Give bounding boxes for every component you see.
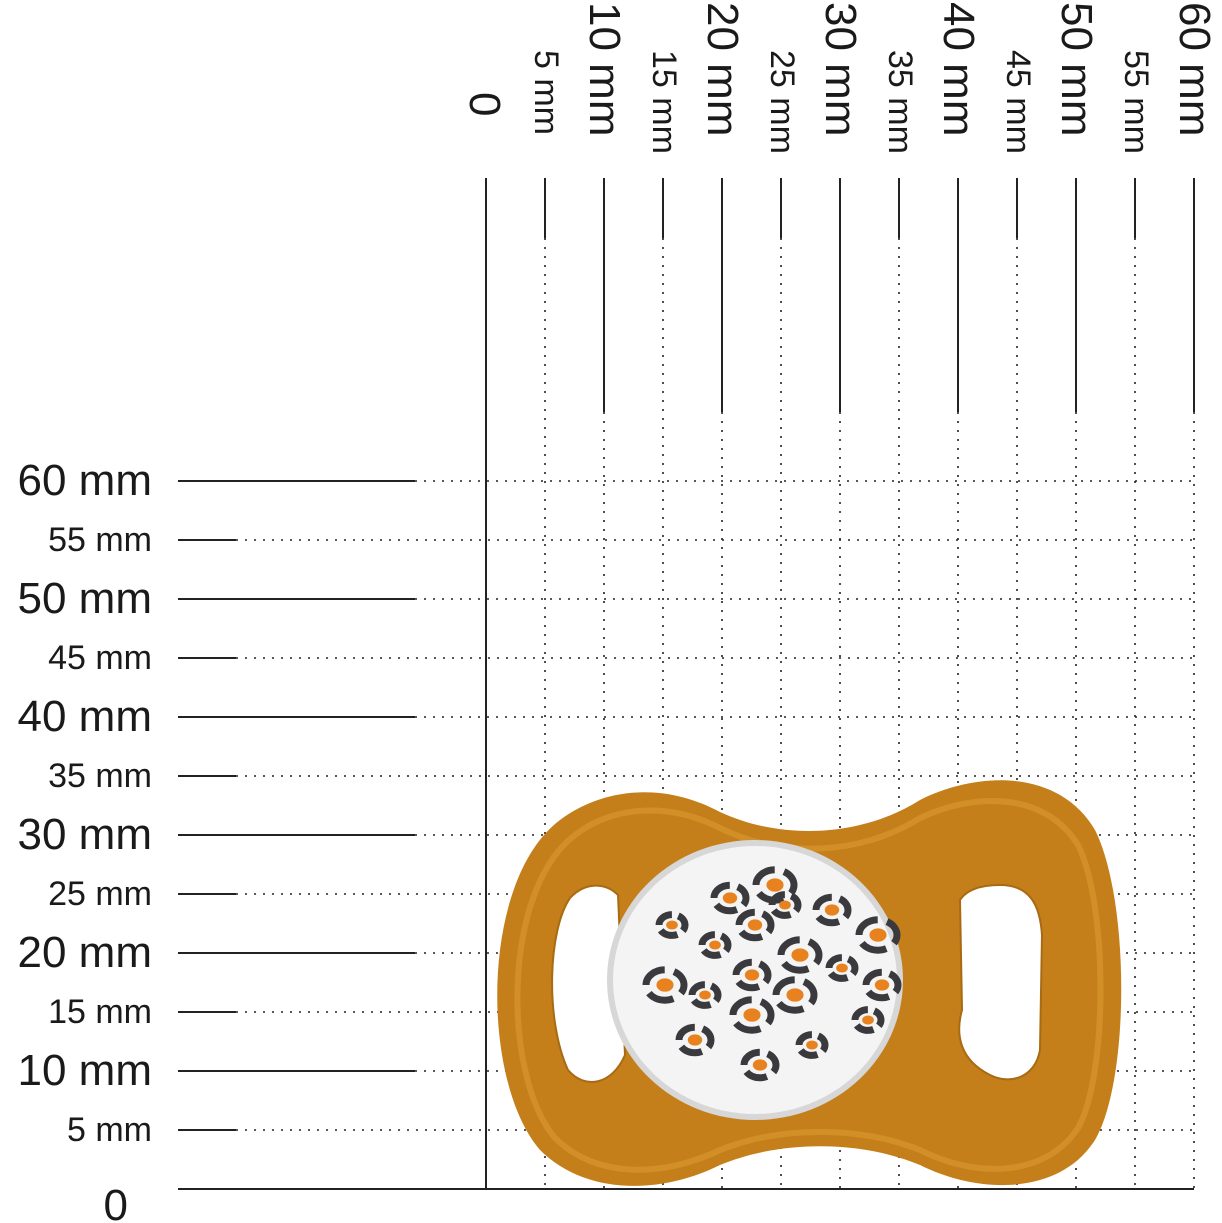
y-tick-label-20: 20 mm — [18, 928, 152, 977]
leopard-spot — [732, 958, 772, 992]
vent-hole-right — [958, 883, 1044, 1081]
leopard-spot — [710, 881, 750, 915]
y-tick-label-10: 10 mm — [18, 1046, 152, 1095]
x-tick-label-35: 35 mm — [881, 50, 919, 154]
y-origin-label: 0 — [104, 1181, 128, 1223]
x-tick-label-40: 40 mm — [934, 2, 983, 136]
x-tick-label-30: 30 mm — [816, 2, 865, 136]
leopard-spot — [642, 966, 688, 1004]
leopard-spot — [698, 931, 732, 959]
x-tick-label-5: 5 mm — [527, 50, 565, 135]
vent-hole-left — [551, 884, 627, 1083]
y-tick-label-45: 45 mm — [48, 639, 152, 677]
leopard-spot — [729, 996, 775, 1034]
y-tick-label-25: 25 mm — [48, 875, 152, 913]
x-origin-label: 0 — [460, 92, 509, 116]
y-tick-label-60: 60 mm — [18, 456, 152, 505]
leopard-spot — [825, 954, 859, 982]
axes: 5 mm 10 mm 15 mm 20 mm 25 mm 30 mm 35 mm 40 mm 4… — [18, 2, 1219, 1223]
y-tick-label-35: 35 mm — [48, 757, 152, 795]
leopard-spot — [740, 1048, 780, 1082]
leopard-spot — [735, 908, 775, 942]
y-tick-label-30: 30 mm — [18, 810, 152, 859]
leopard-spot — [675, 1023, 715, 1057]
pacifier-shield-rim — [514, 798, 1104, 1173]
x-tick-label-20: 20 mm — [698, 2, 747, 136]
leopard-spot — [768, 891, 802, 919]
leopard-spot — [855, 916, 901, 954]
x-tick-label-55: 55 mm — [1117, 50, 1155, 154]
x-tick-label-15: 15 mm — [645, 50, 683, 154]
leopard-spot — [752, 866, 798, 904]
y-tick-label-15: 15 mm — [48, 993, 152, 1031]
x-tick-label-25: 25 mm — [763, 50, 801, 154]
x-tick-label-60: 60 mm — [1170, 2, 1219, 136]
leopard-spot — [812, 893, 852, 927]
leopard-spot — [655, 911, 689, 939]
x-tick-label-50: 50 mm — [1052, 2, 1101, 136]
leopard-spot — [772, 976, 818, 1014]
x-tick-label-45: 45 mm — [999, 50, 1037, 154]
leopard-spot — [688, 981, 722, 1009]
y-tick-label-50: 50 mm — [18, 574, 152, 623]
y-tick-label-40: 40 mm — [18, 692, 152, 741]
pacifier-image — [497, 780, 1122, 1186]
leopard-pattern — [642, 866, 902, 1082]
x-tick-label-10: 10 mm — [580, 2, 629, 136]
leopard-spot — [795, 1031, 829, 1059]
leopard-spot — [851, 1006, 885, 1034]
y-tick-label-55: 55 mm — [48, 521, 152, 559]
leopard-spot — [862, 968, 902, 1002]
y-tick-label-5: 5 mm — [67, 1111, 152, 1149]
leopard-spot — [777, 936, 823, 974]
